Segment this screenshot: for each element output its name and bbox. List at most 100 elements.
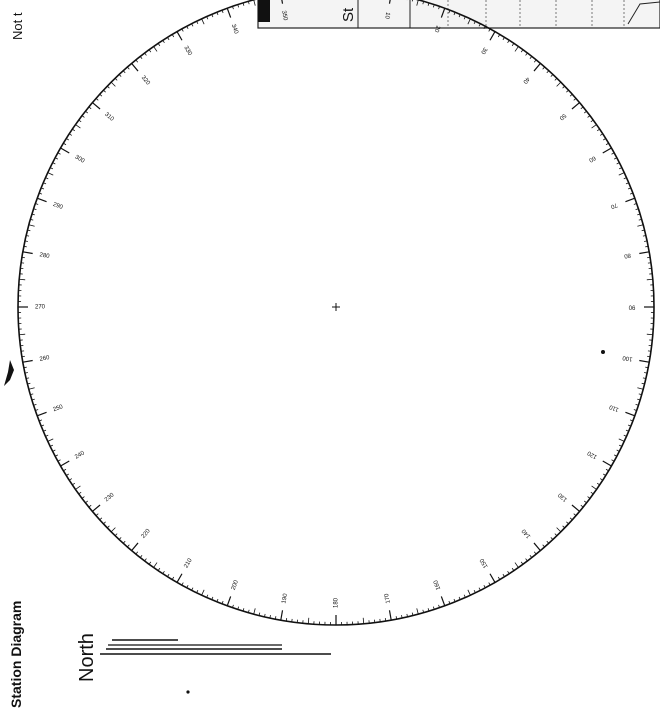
compass-tick [502,37,505,41]
compass-tick-label: 280 [39,252,51,260]
compass-tick [26,377,30,379]
compass-tick [131,63,139,72]
compass-tick [411,612,414,616]
compass-tick [92,504,101,512]
compass-tick [148,49,152,53]
compass-tick [646,333,653,336]
compass-tick [144,558,147,562]
compass-tick [550,74,554,77]
compass-tick [639,251,650,255]
compass-tick [633,203,637,205]
compass-tick [269,615,271,619]
compass-tick [646,278,653,281]
compass-tick [148,561,152,565]
compass-tick [529,554,533,558]
station-diagram-label: Station Diagram [8,600,24,708]
compass-tick [388,610,392,621]
compass-tick [440,596,446,607]
compass-tick [127,544,130,548]
compass-tick [162,570,165,574]
compass-tick [45,434,49,437]
compass-tick [106,525,110,529]
compass-tick [27,382,31,385]
compass-tick [63,142,67,146]
compass-tick [167,37,170,41]
compass-tick [24,372,28,374]
compass-tick [453,12,456,16]
compass-tick [611,152,615,155]
compass-tick-label: 140 [521,527,532,539]
compass-tick [629,192,634,195]
compass-tick [19,333,26,336]
scale-bars [100,639,331,655]
compass-tick [556,81,562,87]
compass-tick [637,224,644,227]
compass-tick [554,77,558,81]
compass-tick [427,608,430,612]
compass-tick [196,21,199,25]
compass-tick [550,537,554,540]
compass-tick [583,110,587,114]
compass-tick [458,596,461,600]
compass-tick [72,482,76,486]
compass-tick [176,573,183,583]
compass-tick [613,454,617,457]
compass-tick [571,504,580,512]
compass-tick-label: 100 [621,354,633,362]
compass-tick [30,218,34,221]
compass-tick [645,245,649,248]
compass-tick [411,0,413,2]
compass-tick [144,52,147,56]
compass-tick [602,138,606,141]
compass-tick [99,93,103,97]
compass-tick [520,561,524,565]
compass-tick [36,197,47,203]
compass-tick-label: 260 [39,355,51,363]
compass-tick [625,411,636,417]
compass-tick [85,500,89,504]
compass-tick [206,594,209,598]
compass-tick-label: 210 [183,557,194,569]
compass-tick [483,584,486,588]
compass-tick [618,167,622,170]
compass-tick [602,147,612,154]
compass-tick [507,40,510,44]
compass-tick [45,177,49,180]
compass-tick-label: 10 [383,12,390,20]
compass-tick [81,496,85,499]
compass-tick-label: 60 [587,154,596,163]
compass-tick [92,102,101,110]
compass-tick [216,12,219,16]
compass-tick [242,2,245,6]
compass-tick [259,0,261,2]
compass-tick [63,468,67,472]
north-label: North [76,633,98,682]
compass-tick [571,102,580,110]
compass-tick [533,542,541,551]
compass-tick [206,16,209,20]
compass-tick [542,544,545,548]
compass-tick [122,70,126,74]
compass-tick [99,517,103,521]
compass-tick-label: 250 [52,404,64,413]
compass-tick [139,56,143,60]
compass-tick [587,496,591,499]
compass-tick [467,18,471,25]
compass-tick [69,133,73,136]
compass-tick [35,409,39,411]
compass-tick [596,482,600,486]
compass-tick-label: 80 [623,251,631,258]
compass-tick [247,609,250,613]
compass-tick-label: 270 [35,305,46,311]
compass-tick-label: 130 [557,491,569,502]
compass-tick [627,187,631,190]
compass-tick [562,525,566,529]
compass-tick [618,172,625,176]
compass-tick [591,124,597,129]
compass-tick-label: 150 [479,557,490,569]
compass-tick [211,14,214,18]
compass-tick [114,77,118,81]
compass-tick [635,403,639,406]
compass-tick [473,589,476,593]
compass-tick [57,459,61,462]
